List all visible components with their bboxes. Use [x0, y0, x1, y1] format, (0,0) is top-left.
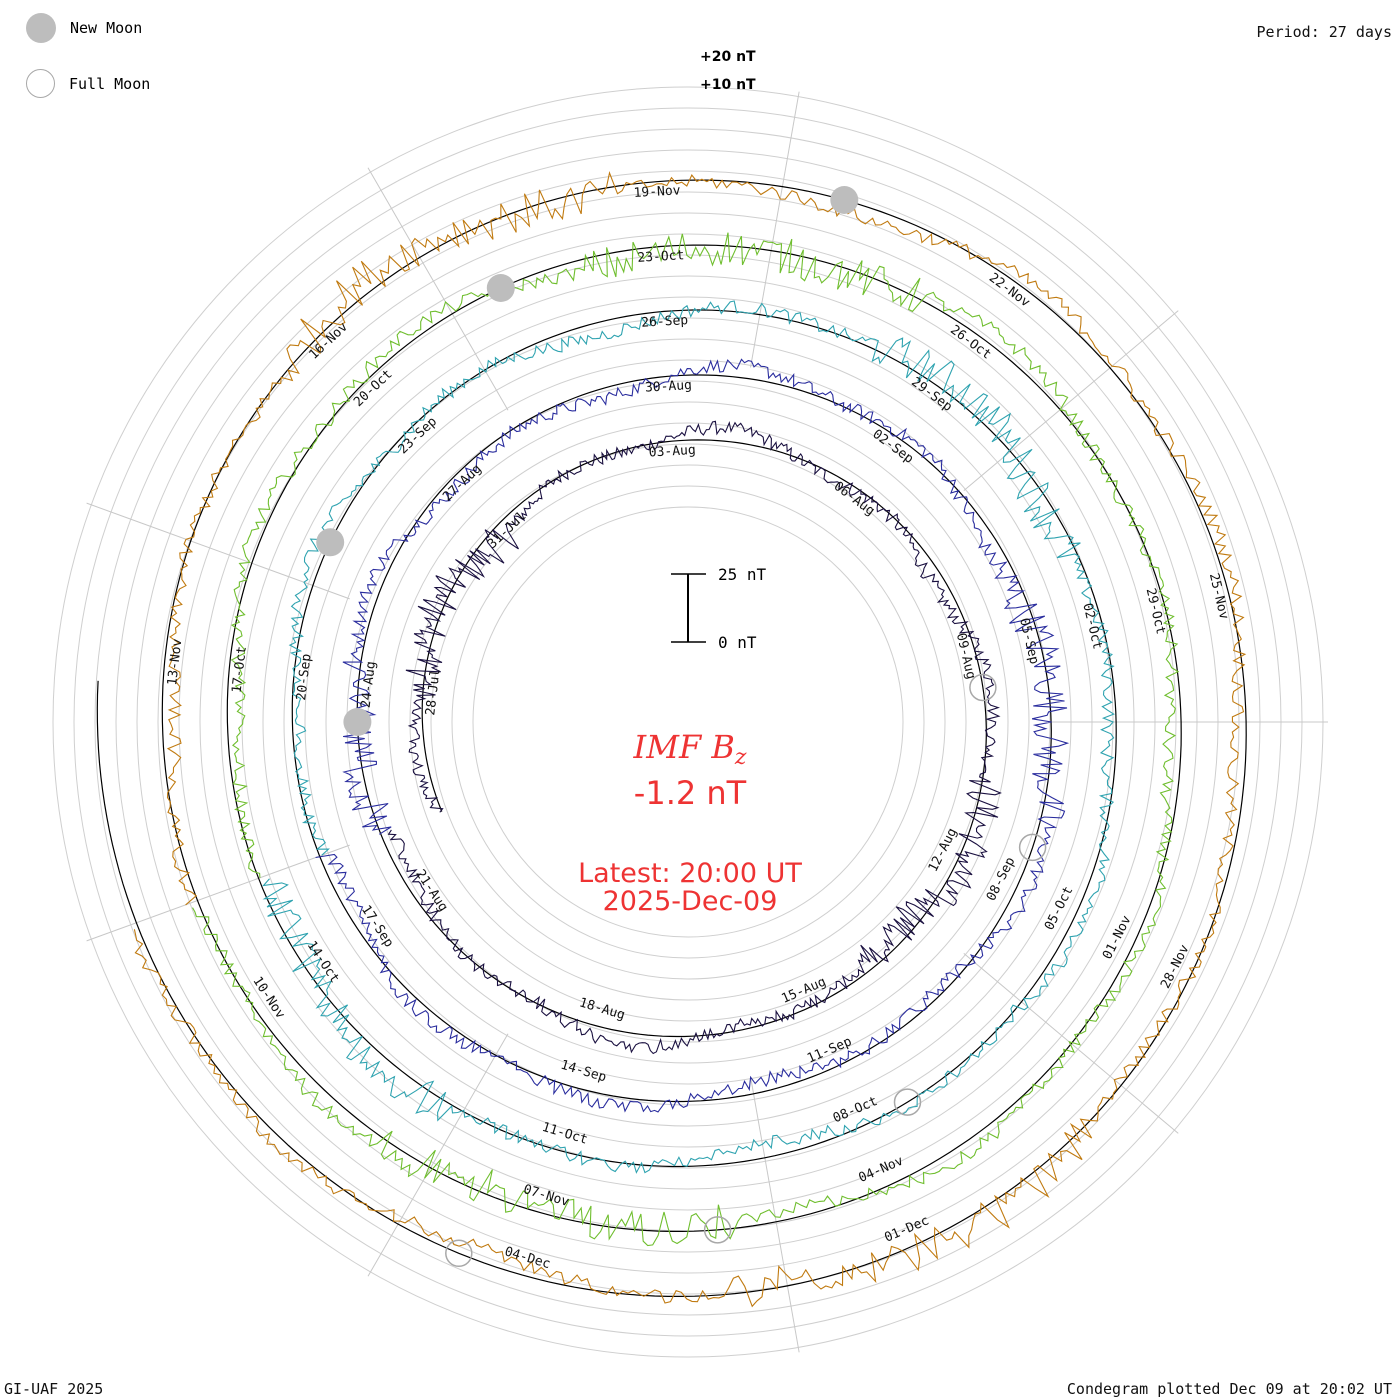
scale-bar-top-label: 25 nT [718, 565, 767, 584]
date-label: 24-Aug [359, 660, 379, 708]
quantity-subscript: z [734, 745, 747, 770]
date-label: 03-Aug [648, 443, 696, 461]
grid-spoke [367, 1033, 509, 1277]
grid-circle [472, 506, 904, 938]
latest-time: Latest: 20:00 UT [578, 858, 802, 889]
grid-circle [430, 464, 946, 980]
full-moon-marker [969, 673, 997, 702]
legend-full-moon-label: Full Moon [69, 74, 151, 93]
bz-series-rotation-3 [262, 300, 1115, 1174]
scale-bar-bottom-label: 0 nT [718, 633, 757, 652]
grid-circle [409, 443, 967, 1001]
full-moon-marker [1018, 833, 1047, 862]
date-label: 08-Sep [984, 855, 1019, 904]
grid-circle [346, 380, 1030, 1064]
date-label: 22-Nov [986, 270, 1033, 310]
grid-circle [451, 485, 925, 959]
new-moon-marker [486, 274, 515, 302]
new-moon-marker [830, 186, 859, 214]
date-label: 13-Nov [165, 638, 185, 687]
date-label: 25-Nov [1206, 572, 1231, 621]
date-label: 28-Jul [423, 668, 443, 716]
grid-circle [241, 275, 1135, 1169]
grid-spoke [750, 1076, 800, 1353]
period-label: Period: 27 days [1256, 23, 1392, 41]
legend-new-moon: New Moon [26, 13, 142, 43]
date-label: 26-Oct [947, 323, 994, 363]
date-label: 23-Oct [637, 248, 685, 266]
scale-label-plus20: +20 nT [700, 49, 756, 65]
full-moon-marker [703, 1216, 732, 1244]
grid-spoke [86, 502, 350, 600]
date-label: 02-Sep [869, 427, 916, 467]
date-label: 26-Sep [641, 313, 689, 331]
date-label: 05-Sep [1016, 617, 1041, 666]
quantity-title: IMF Bz [500, 728, 880, 770]
scale-label-plus10: +10 nT [700, 77, 756, 93]
latest-value: -1.2 nT [633, 774, 747, 812]
bz-series-rotation-1 [387, 420, 1002, 1055]
zero-baseline-spiral [96, 179, 1247, 1297]
date-label: 12-Aug [926, 826, 961, 875]
date-label: 19-Nov [633, 183, 681, 201]
full-moon-marker [893, 1088, 922, 1116]
new-moon-icon [26, 13, 56, 43]
date-label: 14-Sep [559, 1058, 608, 1086]
full-moon-icon [26, 69, 55, 98]
bz-series-rotation-2 [315, 358, 1070, 1113]
date-label: 09-Aug [953, 632, 978, 681]
scale-bar [671, 573, 706, 643]
date-label: 10-Nov [249, 974, 287, 1022]
radial-grid [52, 86, 1328, 1358]
footer-plot-time: Condegram plotted Dec 09 at 20:02 UT [1066, 1380, 1392, 1398]
date-label: 17-Oct [230, 645, 250, 693]
date-label: 18-Aug [577, 995, 626, 1023]
date-label: 05-Oct [1042, 884, 1077, 933]
grid-spoke [963, 310, 1179, 491]
date-label: 20-Sep [294, 653, 314, 702]
grid-spoke [750, 91, 800, 368]
full-moon-marker [445, 1239, 473, 1268]
date-label: 28-Nov [1158, 942, 1193, 991]
grid-spoke [86, 844, 350, 942]
grid-circle [178, 212, 1198, 1232]
legend-full-moon: Full Moon [26, 69, 150, 98]
latest-date: 2025-Dec-09 [602, 886, 778, 917]
moon-markers [316, 186, 1047, 1268]
date-label: 29-Sep [908, 375, 955, 415]
date-label: 11-Oct [540, 1120, 589, 1148]
bz-series-rotation-5 [133, 170, 1247, 1308]
bz-series [133, 170, 1247, 1308]
legend-new-moon-label: New Moon [70, 19, 143, 37]
bz-series-rotation-4 [192, 232, 1180, 1247]
date-label: 30-Aug [645, 378, 693, 396]
new-moon-marker [316, 528, 345, 557]
date-label: 29-Oct [1143, 587, 1168, 636]
quantity-name: IMF B [633, 728, 735, 766]
grid-circle [367, 401, 1009, 1043]
grid-circle [388, 422, 988, 1022]
date-label: 21-Aug [412, 867, 450, 914]
footer-credit: GI-UAF 2025 [4, 1380, 104, 1398]
new-moon-marker [343, 708, 372, 736]
